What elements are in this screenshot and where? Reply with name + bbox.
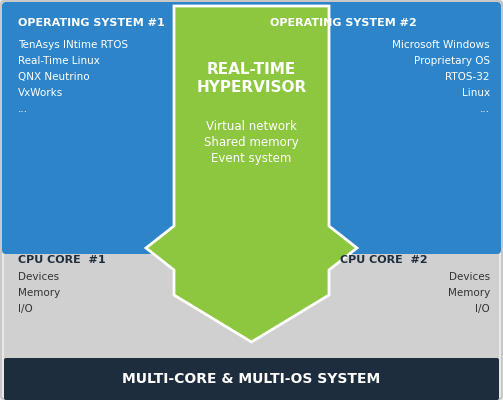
- Text: VxWorks: VxWorks: [18, 88, 63, 98]
- FancyBboxPatch shape: [4, 358, 499, 400]
- Text: I/O: I/O: [475, 304, 490, 314]
- Text: Devices: Devices: [18, 272, 59, 282]
- Text: HYPERVISOR: HYPERVISOR: [196, 80, 307, 95]
- Text: RTOS-32: RTOS-32: [446, 72, 490, 82]
- Text: Linux: Linux: [462, 88, 490, 98]
- Text: Memory: Memory: [18, 288, 60, 298]
- Text: QNX Neutrino: QNX Neutrino: [18, 72, 90, 82]
- Text: Microsoft Windows: Microsoft Windows: [392, 40, 490, 50]
- Text: Proprietary OS: Proprietary OS: [414, 56, 490, 66]
- Text: Virtual network: Virtual network: [206, 120, 297, 133]
- Text: OPERATING SYSTEM #1: OPERATING SYSTEM #1: [18, 18, 165, 28]
- Text: REAL-TIME: REAL-TIME: [207, 62, 296, 77]
- Text: Event system: Event system: [211, 152, 292, 165]
- Text: ...: ...: [480, 104, 490, 114]
- Text: Real-Time Linux: Real-Time Linux: [18, 56, 100, 66]
- Text: OPERATING SYSTEM #2: OPERATING SYSTEM #2: [270, 18, 417, 28]
- Text: Memory: Memory: [448, 288, 490, 298]
- Text: MULTI-CORE & MULTI-OS SYSTEM: MULTI-CORE & MULTI-OS SYSTEM: [122, 372, 381, 386]
- Text: ...: ...: [18, 104, 28, 114]
- Text: Devices: Devices: [449, 272, 490, 282]
- Text: CPU CORE  #1: CPU CORE #1: [18, 255, 106, 265]
- Text: I/O: I/O: [18, 304, 33, 314]
- Text: TenAsys INtime RTOS: TenAsys INtime RTOS: [18, 40, 128, 50]
- Text: CPU CORE  #2: CPU CORE #2: [340, 255, 428, 265]
- FancyBboxPatch shape: [2, 2, 501, 254]
- Polygon shape: [146, 6, 357, 342]
- FancyBboxPatch shape: [4, 246, 499, 360]
- Text: Shared memory: Shared memory: [204, 136, 299, 149]
